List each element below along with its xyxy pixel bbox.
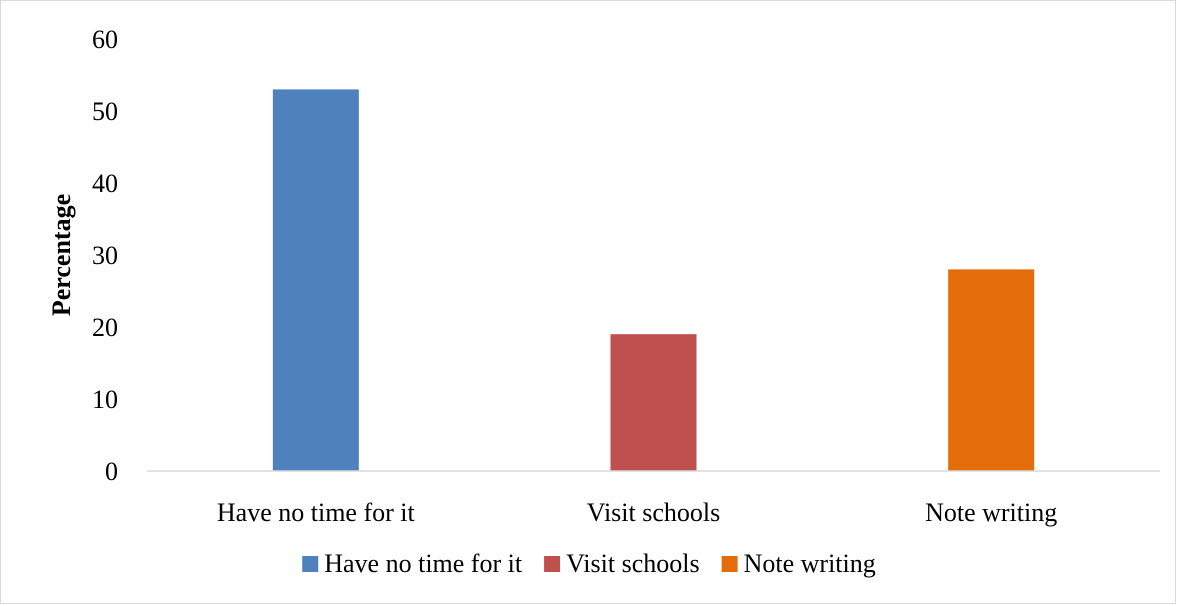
y-tick-label: 60	[92, 25, 118, 54]
bar-1	[610, 334, 697, 471]
legend-item: Visit schools	[544, 549, 700, 578]
legend-swatch	[302, 556, 319, 572]
legend-label: Have no time for it	[324, 549, 523, 578]
y-tick-label: 30	[92, 241, 118, 270]
bars	[272, 89, 1035, 472]
x-axis-ticks: Have no time for it Visit schools Note wri…	[217, 498, 1057, 527]
x-tick-label: Note writing	[925, 498, 1057, 527]
bar-2	[948, 269, 1035, 471]
y-tick-label: 0	[105, 457, 118, 486]
y-tick-label: 20	[92, 313, 118, 342]
y-tick-label: 10	[92, 385, 118, 414]
legend: Have no time for it Visit schools Note wri…	[302, 549, 876, 578]
y-axis-ticks: 0 10 20 30 40 50 60	[92, 25, 118, 486]
x-tick-label: Visit schools	[587, 498, 721, 527]
y-tick-label: 40	[92, 169, 118, 198]
x-tick-label: Have no time for it	[217, 498, 416, 527]
legend-item: Note writing	[721, 549, 876, 578]
legend-item: Have no time for it	[302, 549, 523, 578]
y-axis-label: Percentage	[47, 194, 76, 316]
legend-label: Visit schools	[566, 549, 700, 578]
y-tick-label: 50	[92, 97, 118, 126]
legend-swatch	[544, 556, 561, 572]
legend-swatch	[721, 556, 738, 572]
bar-0	[272, 89, 359, 472]
legend-label: Note writing	[744, 549, 876, 578]
